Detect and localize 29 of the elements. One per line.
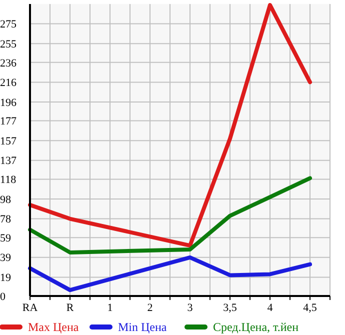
line-series	[28, 255, 312, 292]
x-tick-label: 3,5	[223, 302, 238, 314]
legend-label: Max Цена	[28, 320, 80, 334]
y-tick-label: 39	[0, 252, 12, 264]
y-tick-label: 98	[0, 194, 12, 206]
y-tick-label: 196	[0, 96, 17, 109]
line-series	[28, 2, 312, 248]
x-tick-label: 3	[187, 302, 194, 314]
legend-label: Min Цена	[118, 320, 168, 334]
y-tick-label: 177	[0, 116, 17, 128]
y-tick-label: 118	[0, 174, 17, 186]
y-tick-label: 157	[0, 135, 17, 148]
y-tick-label: 137	[0, 155, 17, 168]
y-tick-label: 0	[0, 290, 6, 303]
line-series	[28, 176, 312, 254]
legend-label: Сред.Цена, т.йен	[213, 320, 300, 334]
x-tick-label: 4	[267, 302, 274, 314]
y-tick-label: 216	[0, 77, 17, 90]
x-tick-label: R	[66, 302, 74, 314]
y-tick-label: 275	[0, 18, 17, 31]
y-tick-label: 255	[0, 38, 17, 50]
y-tick-label: 78	[0, 214, 12, 226]
y-tick-label: 19	[0, 272, 12, 284]
x-tick-label: 4,5	[303, 302, 318, 314]
x-tick-label: 1	[107, 302, 113, 314]
y-tick-label: 236	[0, 57, 17, 70]
y-tick-label: 59	[0, 232, 12, 244]
x-tick-label: 2	[147, 302, 153, 314]
x-tick-label: RA	[22, 302, 38, 314]
